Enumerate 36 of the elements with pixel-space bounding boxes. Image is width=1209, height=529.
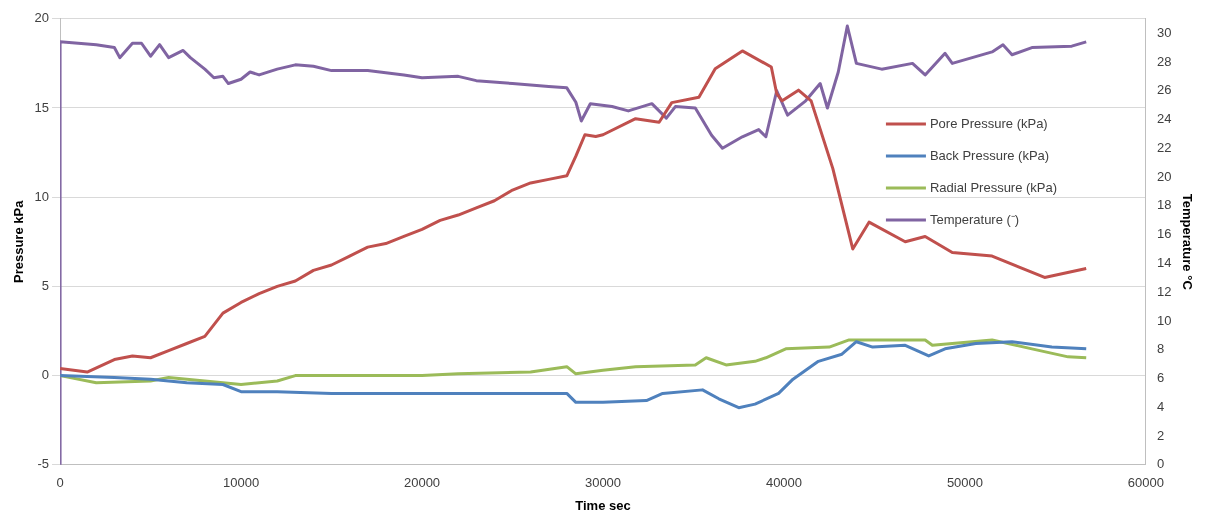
legend-label: Radial Pressure (kPa) bbox=[929, 179, 1058, 195]
x-tick-label: 0 bbox=[56, 475, 64, 491]
x-tick-label: 40000 bbox=[765, 475, 803, 491]
y2-tick-label: 2 bbox=[1156, 427, 1165, 443]
y2-tick-label: 28 bbox=[1156, 53, 1172, 69]
y2-tick-label: 20 bbox=[1156, 168, 1172, 184]
legend-label: Pore Pressure (kPa) bbox=[929, 115, 1048, 131]
x-axis-title: Time sec bbox=[575, 497, 631, 513]
y2-tick-label: 0 bbox=[1156, 456, 1165, 472]
y-tick-label: 5 bbox=[41, 277, 50, 293]
y-tick-label: 20 bbox=[34, 10, 50, 26]
y2-tick-label: 24 bbox=[1156, 111, 1172, 127]
y2-tick-label: 14 bbox=[1156, 254, 1172, 270]
y2-tick-label: 26 bbox=[1156, 82, 1172, 98]
y2-tick-label: 18 bbox=[1156, 197, 1172, 213]
x-tick-label: 60000 bbox=[1127, 475, 1165, 491]
legend-label: Temperature (⁻) bbox=[929, 211, 1020, 227]
y-tick-label: -5 bbox=[37, 456, 50, 472]
x-tick-label: 50000 bbox=[946, 475, 984, 491]
y2-tick-label: 8 bbox=[1156, 341, 1165, 357]
y2-tick-label: 12 bbox=[1156, 283, 1172, 299]
y2-tick-label: 22 bbox=[1156, 139, 1172, 155]
y-axis-title: Pressure kPa bbox=[11, 199, 27, 283]
legend-label: Back Pressure (kPa) bbox=[929, 147, 1050, 163]
y2-axis-title: Temperature °C bbox=[1179, 193, 1195, 291]
x-tick-label: 10000 bbox=[222, 475, 260, 491]
y-tick-label: 10 bbox=[34, 188, 50, 204]
y2-tick-label: 30 bbox=[1156, 24, 1172, 40]
x-tick-label: 20000 bbox=[403, 475, 441, 491]
y2-tick-label: 16 bbox=[1156, 226, 1172, 242]
y2-tick-label: 6 bbox=[1156, 370, 1165, 386]
y2-tick-label: 10 bbox=[1156, 312, 1172, 328]
x-tick-label: 30000 bbox=[584, 475, 622, 491]
y2-tick-label: 4 bbox=[1156, 398, 1165, 414]
y-tick-label: 15 bbox=[34, 99, 50, 115]
y-tick-label: 0 bbox=[41, 367, 50, 383]
